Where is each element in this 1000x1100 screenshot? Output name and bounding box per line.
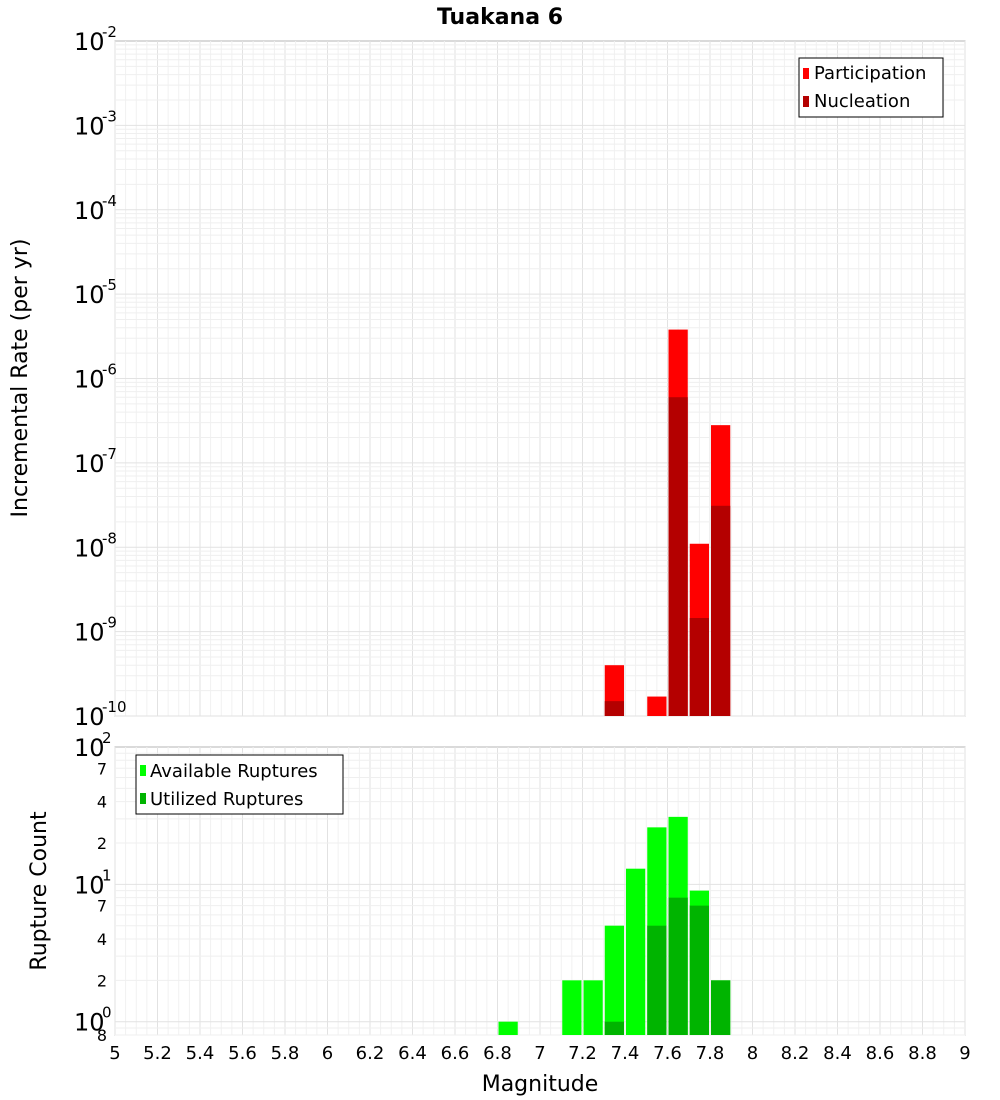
top-y-tick-exponent: -2 <box>102 23 117 41</box>
top-y-tick-exponent: -5 <box>102 276 117 294</box>
available-legend-label: Available Ruptures <box>150 761 318 782</box>
top-y-tick-label: 10 <box>74 703 105 731</box>
available-ruptures-bar <box>583 980 603 1035</box>
bottom-y-tick-label: 10 <box>74 1009 105 1037</box>
utilized-ruptures-bar <box>689 905 709 1035</box>
x-tick-label: 8.8 <box>908 1043 937 1064</box>
x-tick-label: 9 <box>959 1043 970 1064</box>
bottom-y-tick-exponent: 1 <box>102 866 112 884</box>
x-tick-label: 7.4 <box>611 1043 640 1064</box>
x-tick-label: 5.4 <box>186 1043 215 1064</box>
bottom-y-tick-label: 4 <box>97 930 107 949</box>
top-y-tick-label: 10 <box>74 619 105 647</box>
top-y-tick-label: 10 <box>74 112 105 140</box>
top-y-tick-exponent: -9 <box>102 614 117 632</box>
bottom-y-tick-label: 10 <box>74 871 105 899</box>
available-ruptures-bar <box>498 1021 518 1035</box>
utilized-ruptures-bar <box>647 925 667 1035</box>
x-tick-label: 5.8 <box>271 1043 300 1064</box>
x-tick-label: 5 <box>109 1043 120 1064</box>
available-ruptures-bar <box>562 980 582 1035</box>
x-tick-label: 5.2 <box>143 1043 172 1064</box>
nucleation-swatch <box>803 96 809 107</box>
participation-legend-label: Participation <box>814 63 926 84</box>
top-y-tick-label: 10 <box>74 534 105 562</box>
participation-bar <box>647 696 667 716</box>
top-y-tick-label: 10 <box>74 197 105 225</box>
utilized-legend-label: Utilized Ruptures <box>150 789 303 810</box>
x-tick-label: 6 <box>322 1043 333 1064</box>
x-axis-label: Magnitude <box>482 1072 599 1097</box>
bottom-plot-bars <box>498 816 731 1035</box>
x-tick-label: 7 <box>534 1043 545 1064</box>
utilized-swatch <box>140 793 146 804</box>
participation-swatch <box>803 68 809 79</box>
top-plot-grid <box>114 41 966 717</box>
x-tick-label: 8 <box>747 1043 758 1064</box>
x-tick-label: 5.6 <box>228 1043 257 1064</box>
chart-title: Tuakana 6 <box>437 5 563 30</box>
top-y-tick-label: 10 <box>74 281 105 309</box>
top-y-tick-exponent: -6 <box>102 361 117 379</box>
top-legend: Participation Nucleation <box>798 57 944 118</box>
top-plot-y-ticks: 10-210-310-410-510-610-710-810-910-10 <box>74 23 127 731</box>
available-swatch <box>140 765 146 776</box>
nucleation-bar <box>668 397 688 716</box>
top-y-tick-label: 10 <box>74 366 105 394</box>
x-tick-label: 8.4 <box>823 1043 852 1064</box>
top-y-tick-label: 10 <box>74 28 105 56</box>
top-y-tick-exponent: -7 <box>102 445 117 463</box>
top-y-axis-label: Incremental Rate (per yr) <box>8 239 33 518</box>
bottom-legend-box <box>135 754 344 815</box>
available-ruptures-bar <box>604 925 624 1035</box>
bottom-y-tick-label: 2 <box>97 834 107 853</box>
x-tick-label: 6.2 <box>356 1043 385 1064</box>
x-tick-label: 7.6 <box>653 1043 682 1064</box>
bottom-y-tick-label: 7 <box>97 897 107 916</box>
utilized-ruptures-bar <box>668 897 688 1035</box>
utilized-ruptures-bar <box>604 1021 624 1035</box>
nucleation-legend-label: Nucleation <box>814 91 910 112</box>
bottom-plot-x-ticks: 5 5.2 5.4 5.6 5.8 6 6.2 6.4 6.6 6.8 7 7.2 7.4 7.6 7.8 8… <box>109 1043 970 1064</box>
top-y-tick-label: 10 <box>74 450 105 478</box>
top-y-tick-exponent: -10 <box>102 698 127 716</box>
bottom-y-tick-label: 4 <box>97 793 107 812</box>
top-y-tick-exponent: -8 <box>102 529 117 547</box>
utilized-ruptures-bar <box>711 980 731 1035</box>
x-tick-label: 6.6 <box>441 1043 470 1064</box>
x-tick-label: 6.8 <box>483 1043 512 1064</box>
bottom-y-tick-label: 8 <box>97 1026 107 1045</box>
bottom-y-tick-exponent: 2 <box>102 729 112 747</box>
x-tick-label: 6.4 <box>398 1043 427 1064</box>
nucleation-bar <box>711 505 731 716</box>
bottom-y-tick-label: 7 <box>97 759 107 778</box>
bottom-legend: Available Ruptures Utilized Ruptures <box>135 754 344 815</box>
available-ruptures-bar <box>626 868 646 1035</box>
bottom-y-axis-label: Rupture Count <box>27 811 52 971</box>
x-tick-label: 8.2 <box>781 1043 810 1064</box>
top-y-tick-exponent: -4 <box>102 192 117 210</box>
x-tick-label: 7.2 <box>568 1043 597 1064</box>
bottom-y-tick-label: 10 <box>74 734 105 762</box>
bottom-y-tick-label: 2 <box>97 971 107 990</box>
nucleation-bar <box>689 618 709 716</box>
top-plot-bars <box>604 329 731 716</box>
top-y-tick-exponent: -3 <box>102 107 117 125</box>
x-tick-label: 8.6 <box>866 1043 895 1064</box>
x-tick-label: 7.8 <box>696 1043 725 1064</box>
top-legend-box <box>798 57 944 118</box>
nucleation-bar <box>604 701 624 716</box>
bottom-y-tick-exponent: 0 <box>102 1004 112 1022</box>
